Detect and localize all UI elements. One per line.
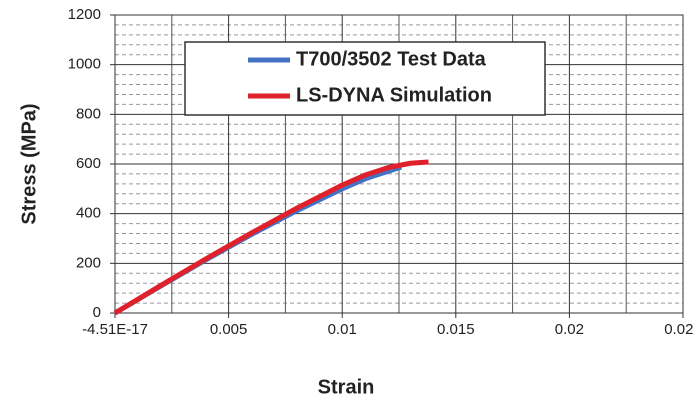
y-tick-label: 1200 bbox=[68, 6, 101, 23]
y-tick-label: 400 bbox=[76, 205, 101, 222]
y-tick-label: 0 bbox=[93, 304, 101, 321]
series-line bbox=[113, 159, 429, 316]
legend-label: T700/3502 Test Data bbox=[296, 48, 487, 70]
legend-box bbox=[184, 41, 546, 116]
x-tick-label: 0.025 bbox=[664, 321, 693, 338]
y-tick-label: 1000 bbox=[68, 56, 101, 73]
x-tick-label: 0.005 bbox=[210, 321, 248, 338]
x-tick-label: 0.02 bbox=[555, 321, 584, 338]
series-line bbox=[113, 164, 403, 316]
legend-label: LS-DYNA Simulation bbox=[296, 84, 492, 106]
y-tick-label: 800 bbox=[76, 105, 101, 122]
y-tick-label: 200 bbox=[76, 254, 101, 271]
y-tick-label: 600 bbox=[76, 155, 101, 172]
legend: T700/3502 Test Data LS-DYNA Simulation bbox=[184, 41, 546, 116]
x-axis-label: Strain bbox=[318, 376, 375, 398]
x-tick-label: 0.01 bbox=[328, 321, 357, 338]
x-tick-label: -4.51E-17 bbox=[82, 321, 148, 338]
x-tick-label: 0.015 bbox=[437, 321, 475, 338]
plot-frame bbox=[114, 14, 684, 314]
y-axis-label: Stress (MPa) bbox=[18, 103, 40, 224]
